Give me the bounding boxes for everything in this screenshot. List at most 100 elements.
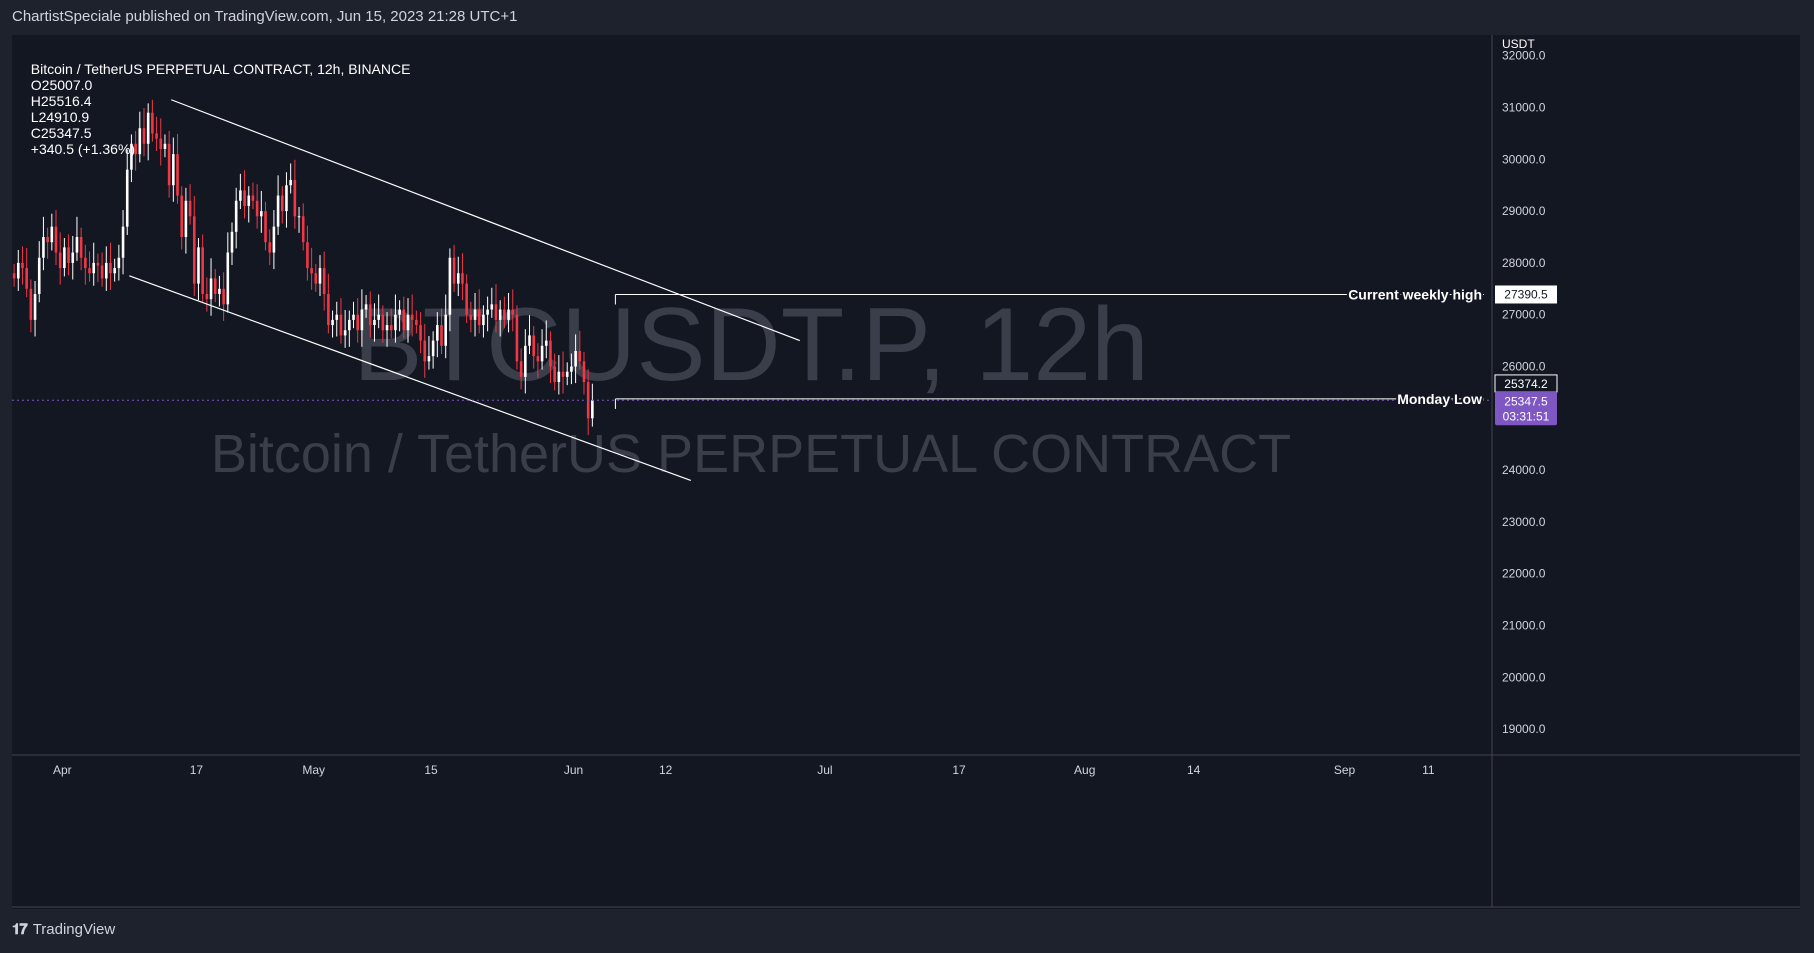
candle-body (42, 237, 45, 258)
price-axis-currency: USDT (1502, 37, 1535, 51)
candle-body (448, 257, 452, 315)
candle-body (79, 237, 83, 258)
weekly-high-badge (1495, 285, 1557, 304)
candle-body (494, 304, 498, 320)
price-tick-label: 30000.0 (1502, 152, 1546, 166)
candle-body (314, 273, 318, 284)
candle-body (260, 211, 263, 217)
publisher-header: ChartistSpeciale published on TradingVie… (12, 8, 518, 25)
candle-body (482, 314, 485, 326)
price-tick-label: 32000.0 (1502, 49, 1546, 63)
candle-body (528, 335, 531, 346)
candle-body (373, 319, 376, 326)
candle-body (21, 262, 24, 269)
candle-body (498, 309, 502, 320)
candle-body (348, 319, 351, 331)
candle-body (335, 314, 339, 320)
candle-body (532, 335, 535, 357)
price-chart[interactable]: BTCUSDT.P, 12h Bitcoin / TetherUS PERPETU… (12, 35, 1800, 909)
candle-body (477, 309, 481, 326)
candle-body (364, 304, 368, 310)
price-tick-label: 21000.0 (1502, 619, 1546, 633)
candle-body (507, 309, 510, 320)
candle-body (561, 371, 565, 377)
ohlc-close: C25347.5 (30, 125, 92, 141)
candle-body (461, 273, 464, 284)
candle-body (524, 345, 527, 377)
time-tick-label: 11 (1422, 763, 1435, 777)
candle-body (570, 366, 573, 372)
candle-body (536, 356, 540, 362)
candle-body (343, 330, 347, 336)
candle-body (50, 226, 54, 243)
candle-body (163, 143, 167, 149)
candle-body (574, 350, 577, 367)
candle-body (167, 143, 171, 186)
time-tick-label: Jun (564, 763, 583, 777)
candle-body (172, 154, 175, 186)
candle-body (104, 262, 108, 279)
candle-body (318, 268, 322, 284)
candle-body (381, 314, 385, 331)
candle-body (222, 288, 225, 305)
candle-body (423, 340, 427, 362)
candle-body (360, 309, 364, 331)
last-price-badge-value: 25347.5 (1504, 394, 1548, 408)
tradingview-logo-icon: 𝟏𝟕 (12, 921, 28, 938)
price-tick-label: 22000.0 (1502, 567, 1546, 581)
candle-body (310, 268, 313, 274)
candle-body (469, 314, 473, 320)
tradingview-footer[interactable]: 𝟏𝟕 TradingView (12, 921, 115, 938)
time-tick-label: 15 (424, 763, 438, 777)
candle-body (188, 200, 192, 217)
candle-body (92, 262, 96, 274)
candle-body (549, 340, 552, 367)
time-tick-label: 17 (190, 763, 204, 777)
time-tick-label: Jul (817, 763, 832, 777)
candle-body (75, 237, 79, 253)
tradingview-brand-label: TradingView (32, 921, 116, 938)
price-tick-label: 26000.0 (1502, 360, 1546, 374)
candle-body (415, 319, 418, 326)
symbol-title[interactable]: Bitcoin / TetherUS PERPETUAL CONTRACT, 1… (30, 61, 411, 77)
candle-body (155, 133, 158, 139)
time-tick-label: 14 (1187, 763, 1201, 777)
channel-upper-trendline (171, 99, 800, 342)
candle-body (255, 200, 259, 217)
time-tick-label: Apr (53, 763, 72, 777)
time-tick-label: Aug (1074, 763, 1095, 777)
candle-body (582, 361, 586, 383)
candle-body (322, 268, 326, 294)
candle-body (247, 195, 251, 206)
candle-body (419, 325, 422, 341)
candle-body (565, 371, 569, 377)
candle-body (197, 247, 200, 284)
candle-body (410, 314, 414, 320)
candle-body (427, 356, 431, 362)
candle-body (37, 257, 41, 294)
candle-body (544, 340, 548, 346)
candle-body (486, 309, 489, 315)
candle-body (490, 304, 494, 310)
candle-body (377, 314, 380, 320)
candle-body (205, 293, 209, 300)
candle-body (406, 314, 410, 331)
candle-body (113, 268, 116, 274)
bar-countdown-label: 03:31:51 (1503, 409, 1550, 423)
candle-body (503, 309, 506, 320)
price-tick-label: 28000.0 (1502, 256, 1546, 270)
time-tick-label: May (302, 763, 325, 777)
candle-body (515, 314, 519, 362)
candle-body (25, 268, 28, 289)
candle-body (96, 262, 100, 266)
chart-pane[interactable]: BTCUSDT.P, 12h Bitcoin / TetherUS PERPETU… (12, 35, 1800, 909)
price-tick-label: 27000.0 (1502, 308, 1546, 322)
candle-body (285, 185, 288, 212)
candle-body (368, 304, 372, 326)
price-tick-label: 29000.0 (1502, 204, 1546, 218)
candle-body (180, 195, 184, 238)
candle-body (151, 112, 154, 134)
candle-body (230, 231, 234, 253)
candle-body (71, 252, 75, 263)
candle-body (264, 211, 267, 243)
